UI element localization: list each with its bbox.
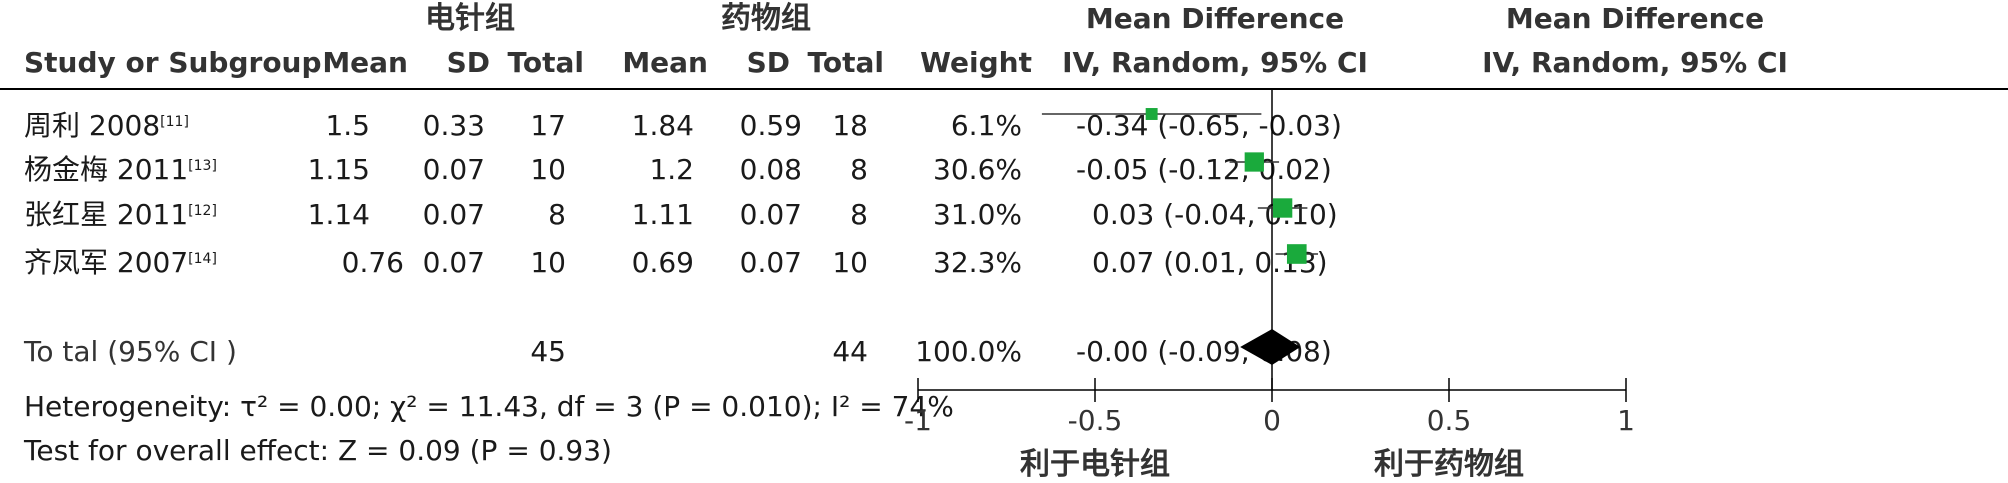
col-total-a-header: Total — [507, 46, 585, 79]
x-tick-label: -1 — [904, 404, 932, 437]
total-a: 10 — [530, 153, 566, 186]
study-name: 齐凤军 2007[14] — [24, 246, 217, 279]
sd-a: 0.33 — [422, 109, 485, 142]
weight: 6.1% — [950, 109, 1022, 142]
total-label: To tal (95% CI ) — [24, 335, 237, 368]
total-b: 44 — [832, 335, 868, 368]
mean-b: 1.84 — [631, 109, 694, 142]
total-b: 18 — [832, 109, 868, 142]
study-name: 周利 2008[11] — [24, 109, 189, 142]
sd-a: 0.07 — [422, 198, 485, 231]
pooled-diamond — [1240, 329, 1301, 365]
md-sub-left: IV, Random, 95% CI — [1062, 46, 1368, 79]
total-b: 10 — [832, 246, 868, 279]
md-sub-right: IV, Random, 95% CI — [1482, 46, 1788, 79]
sd-b: 0.08 — [739, 153, 802, 186]
col-weight-header: Weight — [920, 46, 1032, 79]
col-sd-a-header: SD — [446, 46, 490, 79]
effect-marker — [1286, 244, 1307, 264]
col-total-b-header: Total — [807, 46, 885, 79]
group-a-header: 电针组 — [425, 1, 515, 36]
weight: 31.0% — [933, 198, 1022, 231]
x-tick-label: 1 — [1617, 404, 1635, 437]
x-tick-label: 0.5 — [1427, 404, 1472, 437]
total-b: 8 — [850, 153, 868, 186]
md-ci: -0.05 (-0.12, 0.02) — [1076, 153, 1332, 186]
mean-a: 1.5 — [325, 109, 370, 142]
effect-marker — [1244, 152, 1264, 172]
total-a: 45 — [530, 335, 566, 368]
sd-b: 0.07 — [739, 246, 802, 279]
col-study-header: Study or Subgroup — [24, 46, 322, 79]
mean-b: 1.11 — [631, 198, 694, 231]
col-sd-b-header: SD — [746, 46, 790, 79]
mean-a: 0.76 — [341, 246, 404, 279]
favours-left-label: 利于电针组 — [1020, 447, 1170, 482]
total-a: 17 — [530, 109, 566, 142]
study-name: 张红星 2011[12] — [24, 198, 217, 231]
favours-right-label: 利于药物组 — [1374, 447, 1524, 482]
mean-b: 1.2 — [649, 153, 694, 186]
x-tick-label: -0.5 — [1068, 404, 1123, 437]
effect-marker — [1145, 108, 1158, 120]
sd-b: 0.07 — [739, 198, 802, 231]
x-tick-label: 0 — [1263, 404, 1281, 437]
overall-effect-stats: Test for overall effect: Z = 0.09 (P = 0… — [24, 434, 612, 467]
sd-b: 0.59 — [739, 109, 802, 142]
study-name: 杨金梅 2011[13] — [24, 153, 217, 186]
heterogeneity-stats: Heterogeneity: τ² = 0.00; χ² = 11.43, df… — [24, 390, 954, 423]
col-mean-a-header: Mean — [322, 46, 408, 79]
mean-a: 1.14 — [307, 198, 370, 231]
effect-marker — [1272, 198, 1293, 218]
sd-a: 0.07 — [422, 246, 485, 279]
total-weight: 100.0% — [915, 335, 1022, 368]
total-b: 8 — [850, 198, 868, 231]
weight: 32.3% — [933, 246, 1022, 279]
mean-a: 1.15 — [307, 153, 370, 186]
sd-a: 0.07 — [422, 153, 485, 186]
total-a: 8 — [548, 198, 566, 231]
md-ci: 0.03 (-0.04, 0.10) — [1092, 198, 1338, 231]
weight: 30.6% — [933, 153, 1022, 186]
mean-b: 0.69 — [631, 246, 694, 279]
header-rule — [0, 88, 2008, 90]
md-title-left: Mean Difference — [1085, 2, 1345, 35]
group-b-header: 药物组 — [721, 1, 811, 36]
md-title-right: Mean Difference — [1505, 2, 1765, 35]
total-a: 10 — [530, 246, 566, 279]
col-mean-b-header: Mean — [622, 46, 708, 79]
